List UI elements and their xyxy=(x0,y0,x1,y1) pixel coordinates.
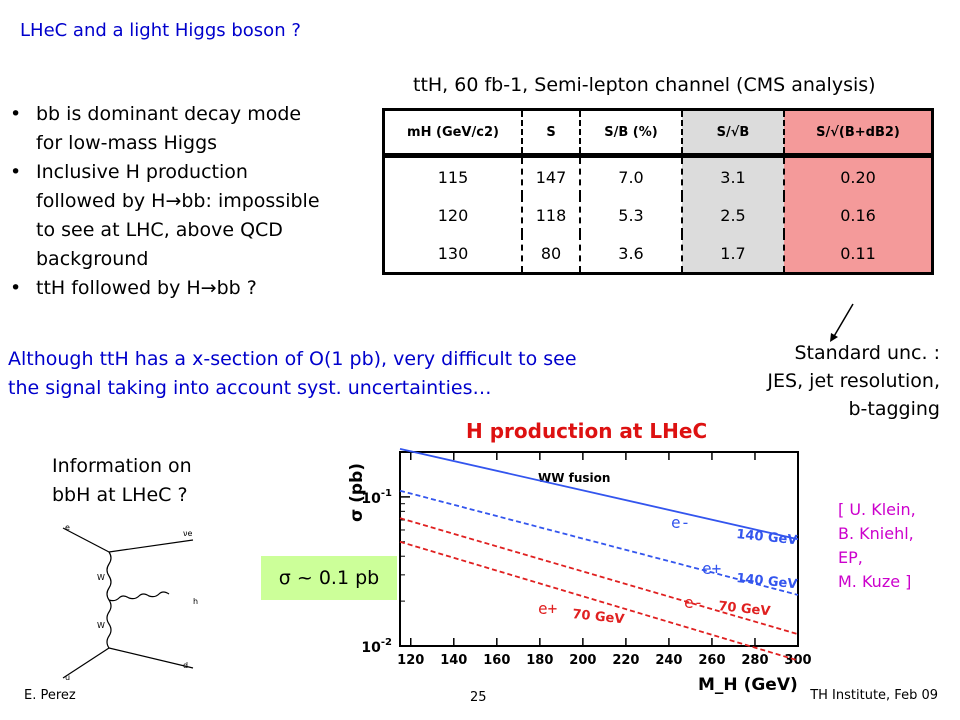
table-row: 130 80 3.6 1.7 0.11 xyxy=(383,234,934,274)
info-line: bbH at LHeC ? xyxy=(52,484,188,506)
ref-line: EP, xyxy=(838,548,863,567)
series-line xyxy=(399,517,799,636)
label-u: u xyxy=(65,673,70,682)
footer-page-number: 25 xyxy=(470,690,487,705)
label-e: e xyxy=(65,523,70,532)
ref-line: M. Kuze ] xyxy=(838,572,912,591)
chart-title: H production at LHeC xyxy=(466,419,707,443)
x-tick-label: 160 xyxy=(483,653,510,668)
cell: 80 xyxy=(522,234,581,274)
header-sb: S/B (%) xyxy=(580,109,683,155)
note-line: Although ttH has a x-section of O(1 pb),… xyxy=(8,348,577,370)
x-tick-label: 200 xyxy=(569,653,596,668)
note-text: Although ttH has a x-section of O(1 pb),… xyxy=(8,345,577,403)
bbh-info: Information on bbH at LHeC ? xyxy=(52,452,192,510)
cell: 115 xyxy=(383,156,523,196)
header-s-sqrtbdb: S/√(B+dB2) xyxy=(784,109,934,155)
x-tick-label: 300 xyxy=(784,653,811,668)
slide-title: LHeC and a light Higgs boson ? xyxy=(20,20,301,41)
header-s: S xyxy=(522,109,581,155)
cell: 7.0 xyxy=(580,156,683,196)
label-d: d xyxy=(183,661,188,670)
series-line xyxy=(399,447,799,541)
note-line: the signal taking into account syst. unc… xyxy=(8,377,492,399)
bullet-2: Inclusive H production xyxy=(10,158,320,187)
y-tick-label: 10-1 xyxy=(361,488,392,507)
arrow-icon xyxy=(830,303,854,342)
series-line xyxy=(399,489,799,596)
std-unc-line: Standard unc. : xyxy=(794,342,941,364)
label-nu: νe xyxy=(183,529,192,538)
cell: 0.20 xyxy=(784,156,934,196)
legend-label: 140 GeV xyxy=(736,571,798,592)
sigma-box: σ ~ 0.1 pb xyxy=(261,556,397,600)
table-header: mH (GeV/c2) S S/B (%) S/√B S/√(B+dB2) xyxy=(382,108,934,156)
label-w: W xyxy=(97,621,105,630)
legend-label: 70 GeV xyxy=(572,607,625,627)
cross-section-chart: H production at LHeC σ (pb) M_H (GeV) WW… xyxy=(347,419,812,695)
y-axis-label: σ (pb) xyxy=(347,463,367,522)
label-w: W xyxy=(97,573,105,582)
table-caption: ttH, 60 fb-1, Semi-lepton channel (CMS a… xyxy=(413,74,876,96)
standard-uncertainties: Standard unc. : JES, jet resolution, b-t… xyxy=(767,339,940,423)
bullet-1: bb is dominant decay mode xyxy=(10,100,320,129)
cell: 2.5 xyxy=(682,196,785,234)
bullet-2-cont: to see at LHC, above QCD xyxy=(36,219,283,241)
x-tick-label: 240 xyxy=(655,653,682,668)
header-s-sqrtb: S/√B xyxy=(682,109,785,155)
x-tick-label: 220 xyxy=(612,653,639,668)
x-tick-label: 140 xyxy=(440,653,467,668)
label-h: h xyxy=(193,597,198,606)
y-tick-label: 10-2 xyxy=(361,637,392,656)
footer-author: E. Perez xyxy=(24,688,76,703)
plot-area: 120 140 160 180 200 220 240 260 280 300 10-1 10-2 e-… xyxy=(361,447,812,668)
x-tick-label: 280 xyxy=(741,653,768,668)
series-line xyxy=(399,540,799,662)
cell: 1.7 xyxy=(682,234,785,274)
x-axis-label: M_H (GeV) xyxy=(698,675,798,695)
info-line: Information on xyxy=(52,455,192,477)
legend-label: 140 GeV xyxy=(736,527,798,548)
legend-tag: e- xyxy=(684,593,703,612)
footer-event: TH Institute, Feb 09 xyxy=(810,688,938,703)
bullet-3: ttH followed by H→bb ? xyxy=(10,274,320,303)
references: [ U. Klein, B. Kniehl, EP, M. Kuze ] xyxy=(838,498,916,594)
legend-tag: e- xyxy=(671,513,690,532)
cell: 130 xyxy=(383,234,523,274)
bullet-2-cont: followed by H→bb: impossible xyxy=(36,190,320,212)
table-row: 120 118 5.3 2.5 0.16 xyxy=(383,196,934,234)
x-tick-label: 260 xyxy=(698,653,725,668)
std-unc-line: b-tagging xyxy=(848,398,940,420)
header-mh: mH (GeV/c2) xyxy=(383,109,523,155)
bullet-list: bb is dominant decay mode for low-mass H… xyxy=(10,100,320,303)
cell: 118 xyxy=(522,196,581,234)
cell: 120 xyxy=(383,196,523,234)
x-tick-label: 120 xyxy=(397,653,424,668)
cell: 3.6 xyxy=(580,234,683,274)
legend-label: 70 GeV xyxy=(718,599,771,619)
bullet-2-cont: background xyxy=(36,248,149,270)
cell: 5.3 xyxy=(580,196,683,234)
legend-tag: e+ xyxy=(702,559,721,578)
ref-line: B. Kniehl, xyxy=(838,524,914,543)
std-unc-line: JES, jet resolution, xyxy=(767,370,940,392)
table-row: 115 147 7.0 3.1 0.20 xyxy=(383,156,934,196)
chart-annotation: WW fusion xyxy=(538,471,610,485)
plot-frame xyxy=(399,451,799,647)
ref-line: [ U. Klein, xyxy=(838,500,916,519)
results-table: 115 147 7.0 3.1 0.20 120 118 5.3 2.5 0.1… xyxy=(382,155,934,275)
cell: 0.16 xyxy=(784,196,934,234)
legend-tag: e+ xyxy=(538,599,557,618)
cell: 147 xyxy=(522,156,581,196)
cell: 3.1 xyxy=(682,156,785,196)
feynman-diagram: e νe W h W u d xyxy=(62,523,198,682)
cell: 0.11 xyxy=(784,234,934,274)
x-tick-label: 180 xyxy=(526,653,553,668)
bullet-1-cont: for low-mass Higgs xyxy=(36,132,218,154)
